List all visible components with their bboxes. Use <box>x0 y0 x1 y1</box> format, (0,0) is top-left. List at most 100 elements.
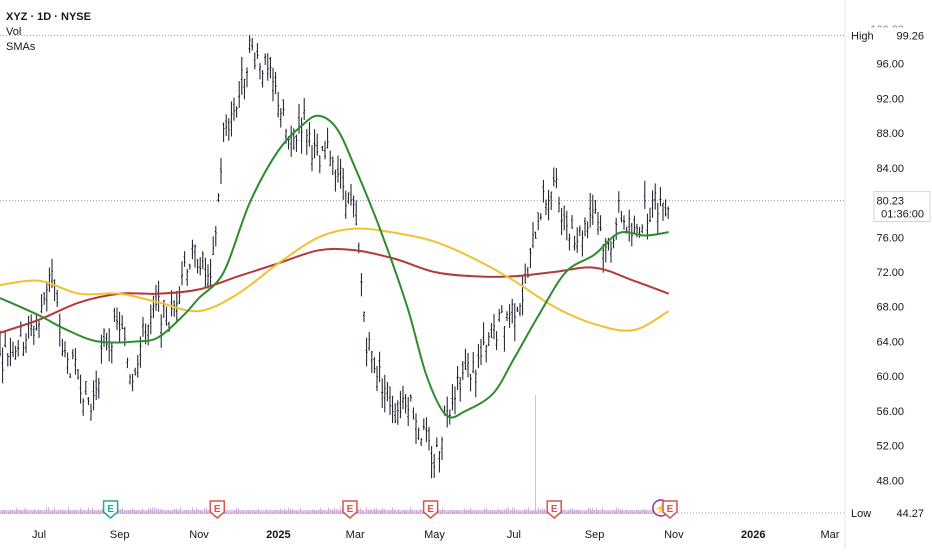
volume-bar <box>574 509 575 514</box>
volume-bar <box>362 510 363 514</box>
volume-bar <box>280 508 281 514</box>
volume-spike <box>535 395 536 514</box>
volume-bar <box>184 510 185 514</box>
volume-bar <box>174 508 175 514</box>
volume-bar <box>392 507 393 514</box>
volume-bar <box>462 512 463 514</box>
volume-bar <box>414 512 415 514</box>
volume-bar <box>412 509 413 514</box>
y-axis[interactable]: 96.0092.0088.0084.0080.0076.0072.0068.00… <box>844 0 931 550</box>
bar-countdown: 01:36:00 <box>881 209 924 221</box>
volume-bar <box>160 509 161 514</box>
volume-bar <box>10 510 11 514</box>
volume-bar <box>60 509 61 514</box>
earnings-event-marker[interactable]: E <box>546 500 562 519</box>
volume-bar <box>622 509 623 514</box>
volume-bar <box>34 508 35 514</box>
symbol-title[interactable]: XYZ · 1D · NYSE <box>6 11 91 23</box>
volume-bar <box>520 511 521 514</box>
volume-bar <box>260 512 261 514</box>
y-tick-label: 68.00 <box>876 302 904 314</box>
volume-bar <box>402 511 403 514</box>
event-marker-label: E <box>427 504 434 515</box>
volume-bar <box>596 507 597 514</box>
volume-bar <box>70 510 71 514</box>
volume-bar <box>486 507 487 514</box>
x-axis[interactable]: Jul Sep Nov 2025 Mar May Jul Sep Nov 2026 Mar <box>32 529 840 541</box>
volume-bar <box>368 509 369 514</box>
volume-bar <box>536 512 537 514</box>
earnings-event-marker[interactable]: E <box>422 500 439 519</box>
volume-bar <box>588 507 589 514</box>
volume-bar <box>632 511 633 514</box>
volume-bar <box>302 512 303 514</box>
volume-bar <box>466 510 467 514</box>
volume-bar <box>370 509 371 514</box>
volume-bar <box>100 510 101 514</box>
sma-fast-line[interactable] <box>0 114 669 419</box>
volume-bar <box>188 510 189 514</box>
volume-legend[interactable]: Vol <box>6 26 22 38</box>
volume-bar <box>90 511 91 514</box>
volume-bar <box>96 511 97 514</box>
earnings-event-marker[interactable]: E <box>662 500 678 519</box>
volume-bar <box>470 507 471 514</box>
volume-bar <box>650 512 651 514</box>
volume-bar <box>468 509 469 514</box>
volume-bar <box>30 510 31 514</box>
earnings-event-marker[interactable]: E <box>342 500 358 519</box>
event-marker-shape <box>209 500 226 519</box>
event-marker-label: E <box>347 504 354 515</box>
volume-bar <box>494 510 495 514</box>
x-tick-label: 2025 <box>266 529 290 541</box>
volume-bar <box>578 509 579 514</box>
volume-bar <box>456 509 457 514</box>
volume-bar <box>540 509 541 514</box>
volume-bar <box>74 509 75 514</box>
volume-bar <box>232 512 233 514</box>
sma-legend[interactable]: SMAs <box>6 41 36 53</box>
volume-bar <box>480 512 481 514</box>
volume-bar <box>376 508 377 514</box>
volume-bar <box>4 509 5 514</box>
volume-bar <box>372 510 373 514</box>
volume-bar <box>130 510 131 514</box>
volume-bar <box>506 507 507 514</box>
x-tick-label: Mar <box>346 529 365 541</box>
y-tick-label: 76.00 <box>876 232 904 244</box>
earnings-event-marker[interactable]: E <box>209 500 226 519</box>
volume-bar <box>580 510 581 514</box>
volume-bar <box>630 510 631 514</box>
volume-bar <box>190 512 191 514</box>
volume-bar <box>94 510 95 514</box>
high-value: 99.26 <box>896 30 924 42</box>
volume-bar <box>32 511 33 514</box>
volume-bar <box>300 507 301 514</box>
volume-bar <box>238 507 239 514</box>
volume-bar <box>420 509 421 514</box>
volume-bar <box>8 511 9 514</box>
volume-bar <box>638 509 639 514</box>
volume-bar <box>64 511 65 514</box>
y-tick-label: 64.00 <box>876 336 904 348</box>
volume-bar <box>526 509 527 514</box>
volume-bar <box>252 510 253 514</box>
volume-bar <box>502 511 503 514</box>
volume-bar <box>384 508 385 514</box>
volume-bar <box>54 507 55 514</box>
volume-bar <box>56 511 57 514</box>
volume-bar <box>358 509 359 514</box>
volume-bar <box>538 507 539 514</box>
y-tick-label: 88.00 <box>876 128 904 140</box>
y-tick-label: 96.00 <box>876 59 904 71</box>
volume-bar <box>546 511 547 514</box>
volume-bar <box>512 507 513 514</box>
volume-bar <box>164 512 165 514</box>
volume-bar <box>640 511 641 514</box>
volume-bar <box>206 507 207 514</box>
volume-bar <box>102 508 103 514</box>
dividend-event-marker[interactable]: E <box>102 500 119 519</box>
sma-mid-line[interactable] <box>0 227 670 332</box>
